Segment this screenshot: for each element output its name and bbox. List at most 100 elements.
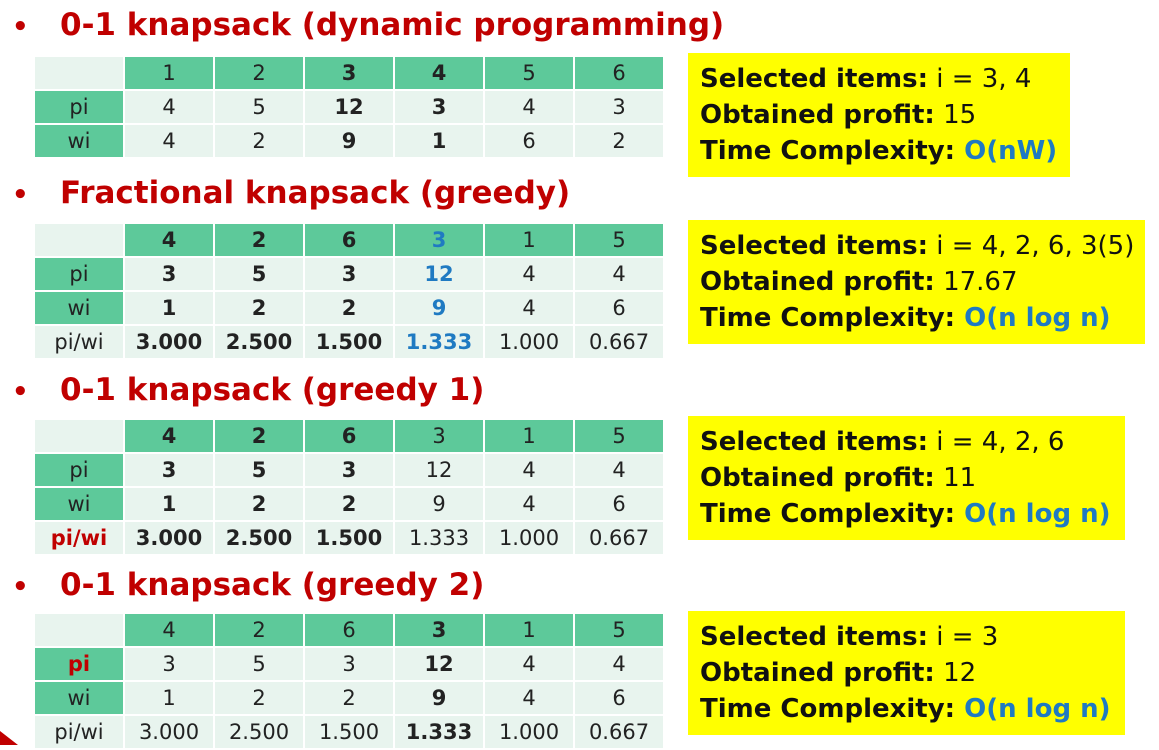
header-cell: 3 [395,420,483,452]
corner-cell [35,224,123,256]
cell: 12 [395,258,483,290]
result-box: Selected items: i = 3 Obtained profit: 1… [688,611,1125,735]
bullet-icon: • [12,179,29,210]
complexity-value: O(n log n) [955,499,1111,529]
section-title: • Fractional knapsack (greedy) [12,175,570,213]
cell: 2 [215,488,303,520]
cell: 2.500 [215,326,303,358]
table-greedy-1: 4 2 6 3 1 5 pi 3 5 3 12 4 4 wi 1 2 2 9 4… [33,418,665,556]
cell: 2 [305,682,393,714]
complexity-line: Time Complexity: O(n log n) [700,300,1133,336]
row-label: pi [35,454,123,486]
table-row: pi 3 5 3 12 4 4 [35,258,663,290]
cell: 1.500 [305,716,393,748]
row-label: wi [35,682,123,714]
row-label: pi/wi [35,326,123,358]
table-dp: 1 2 3 4 5 6 pi 4 5 12 3 4 3 wi 4 2 9 1 6… [33,55,665,159]
bullet-icon: • [12,571,29,602]
profit-value: 11 [934,463,977,493]
cell: 5 [215,258,303,290]
cell: 5 [215,648,303,680]
cell: 4 [485,454,573,486]
cell: 4 [125,91,213,123]
table-row: wi 4 2 9 1 6 2 [35,125,663,157]
cell: 1.500 [305,326,393,358]
cell: 4 [485,682,573,714]
section-title: • 0-1 knapsack (greedy 1) [12,372,484,410]
selected-value: i = 3 [927,622,999,652]
table-header-row: 4 2 6 3 1 5 [35,224,663,256]
cell: 1.333 [395,716,483,748]
table-header-row: 4 2 6 3 1 5 [35,420,663,452]
profit-line: Obtained profit: 11 [700,460,1113,496]
cell: 1.333 [395,326,483,358]
cell: 0.667 [575,716,663,748]
corner-cell [35,57,123,89]
cell: 9 [395,292,483,324]
selected-value: i = 4, 2, 6, 3(5) [927,231,1135,261]
header-cell: 5 [575,224,663,256]
cell: 0.667 [575,326,663,358]
table-row: wi 1 2 2 9 4 6 [35,292,663,324]
corner-cell [35,614,123,646]
header-cell: 5 [485,57,573,89]
cell: 4 [485,488,573,520]
cell: 3 [305,258,393,290]
cell: 2.500 [215,716,303,748]
cell: 6 [575,682,663,714]
result-box: Selected items: i = 4, 2, 6, 3(5) Obtain… [688,220,1145,344]
cell: 1 [395,125,483,157]
profit-line: Obtained profit: 15 [700,97,1058,133]
header-cell: 1 [485,614,573,646]
cell: 3 [305,648,393,680]
cell: 2 [305,292,393,324]
table-row: wi 1 2 2 9 4 6 [35,682,663,714]
cell: 3 [125,648,213,680]
table-fractional: 4 2 6 3 1 5 pi 3 5 3 12 4 4 wi 1 2 2 9 4… [33,222,665,360]
complexity-label: Time Complexity: [700,499,956,529]
profit-label: Obtained profit: [700,463,935,493]
selected-value: i = 3, 4 [927,64,1032,94]
corner-decoration-icon [0,731,18,745]
cell: 2 [215,125,303,157]
header-cell: 4 [395,57,483,89]
cell: 6 [485,125,573,157]
section-title-text: 0-1 knapsack (greedy 2) [60,567,485,603]
cell: 2 [215,682,303,714]
cell: 1.000 [485,716,573,748]
result-box: Selected items: i = 4, 2, 6 Obtained pro… [688,416,1125,540]
cell: 4 [575,454,663,486]
row-label: pi [35,258,123,290]
complexity-line: Time Complexity: O(nW) [700,133,1058,169]
cell: 1 [125,488,213,520]
table-row: pi 3 5 3 12 4 4 [35,648,663,680]
cell: 5 [215,91,303,123]
cell: 1.000 [485,522,573,554]
cell: 2 [305,488,393,520]
row-label: wi [35,125,123,157]
selected-line: Selected items: i = 3 [700,619,1113,655]
cell: 1 [125,292,213,324]
cell: 3 [125,454,213,486]
table-row: pi 3 5 3 12 4 4 [35,454,663,486]
header-cell: 5 [575,420,663,452]
profit-label: Obtained profit: [700,100,935,130]
selected-label: Selected items: [700,622,928,652]
table-row: pi/wi 3.000 2.500 1.500 1.333 1.000 0.66… [35,716,663,748]
complexity-value: O(n log n) [955,303,1111,333]
selected-value: i = 4, 2, 6 [927,427,1065,457]
cell: 1 [125,682,213,714]
complexity-line: Time Complexity: O(n log n) [700,496,1113,532]
cell: 3 [305,454,393,486]
header-cell: 1 [125,57,213,89]
header-cell: 5 [575,614,663,646]
header-cell: 4 [125,224,213,256]
header-cell: 3 [395,224,483,256]
header-cell: 2 [215,57,303,89]
profit-label: Obtained profit: [700,267,935,297]
row-label: pi [35,648,123,680]
header-cell: 6 [305,614,393,646]
cell: 5 [215,454,303,486]
cell: 12 [395,648,483,680]
cell: 4 [575,648,663,680]
